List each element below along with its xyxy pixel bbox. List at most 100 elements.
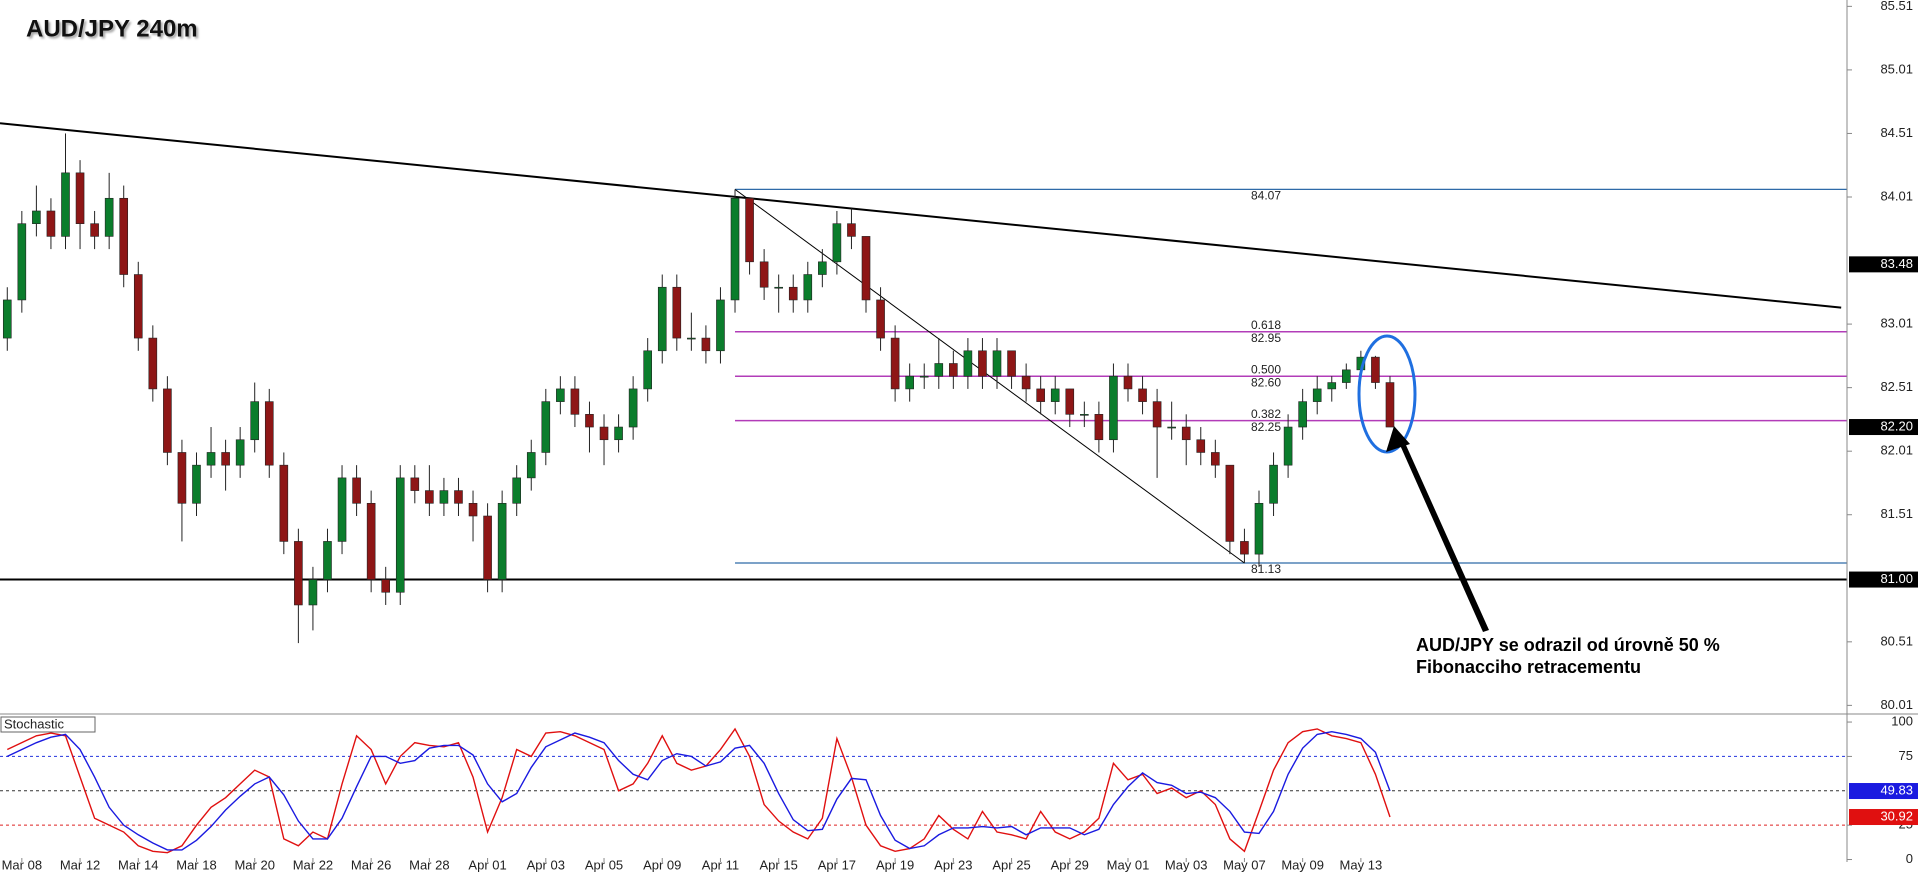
y-tick-label: 80.51 <box>1880 633 1913 648</box>
candle-body <box>352 477 361 504</box>
candle-body <box>75 172 85 224</box>
candle-body <box>628 388 638 428</box>
x-tick-label: Mar 18 <box>176 857 216 872</box>
candle-body <box>614 426 623 441</box>
fib-price-label: 82.60 <box>1251 375 1281 389</box>
candle-body <box>570 388 580 415</box>
x-tick-label: Apr 03 <box>527 857 565 872</box>
stochastic-line <box>6 730 1391 851</box>
candle-body <box>454 490 463 504</box>
x-tick-label: Apr 09 <box>643 857 681 872</box>
annotation-text: AUD/JPY se odrazil od úrovně 50 % <box>1416 635 1720 655</box>
candle-body <box>366 502 376 580</box>
x-tick-label: May 09 <box>1281 857 1324 872</box>
x-tick-label: Apr 19 <box>876 857 914 872</box>
candle-body <box>1371 356 1380 383</box>
candle-body <box>716 299 725 352</box>
annotation-text: Fibonacciho retracementu <box>1416 657 1641 677</box>
candle-body <box>1094 414 1104 441</box>
last-value-box <box>1849 783 1918 800</box>
trendline <box>734 188 1245 564</box>
stochastic-line <box>6 727 1391 854</box>
y-tick-label: 75 <box>1899 748 1913 763</box>
x-tick-label: May 03 <box>1165 857 1208 872</box>
candle-body <box>294 541 303 606</box>
candle-body <box>818 261 827 275</box>
candle-body <box>46 210 56 237</box>
candle-body <box>32 210 41 224</box>
fib-price-label: 82.25 <box>1251 420 1281 434</box>
price-marker-box <box>1849 419 1918 436</box>
candle-body <box>1007 350 1016 377</box>
x-tick-label: Apr 11 <box>702 857 739 872</box>
x-tick-label: Apr 01 <box>468 857 506 872</box>
fib-ratio-label: 0.382 <box>1251 407 1281 421</box>
last-value-box <box>1849 809 1918 826</box>
candle-body <box>1181 426 1191 441</box>
candle-body <box>643 350 652 390</box>
y-tick-label: 100 <box>1891 713 1913 728</box>
candle-body <box>381 579 391 593</box>
candle-body <box>934 363 944 377</box>
candle-body <box>133 274 143 339</box>
candle-body <box>992 350 1002 377</box>
candle-body <box>439 490 449 504</box>
candle-body <box>1152 401 1162 428</box>
candle-body <box>701 337 711 352</box>
x-tick-label: Apr 25 <box>992 857 1030 872</box>
candle-body <box>978 350 987 377</box>
candle-body <box>963 350 973 377</box>
candle-body <box>104 197 114 237</box>
candle-body <box>599 426 609 441</box>
candle-body <box>410 477 420 491</box>
candle-body <box>119 197 129 275</box>
x-tick-label: Mar 28 <box>409 857 449 872</box>
candle-body <box>1211 452 1220 466</box>
y-tick-label: 80.01 <box>1880 697 1913 712</box>
candle-body <box>1225 464 1235 542</box>
candle-body <box>1342 369 1351 383</box>
y-tick-label: 81.51 <box>1880 506 1913 521</box>
candle-body <box>1050 388 1060 402</box>
candle-body <box>745 197 754 263</box>
x-tick-label: May 07 <box>1223 857 1266 872</box>
candle-body <box>148 337 158 390</box>
x-tick-label: Apr 17 <box>818 857 856 872</box>
candle-body <box>672 286 682 339</box>
annotation-arrow-head <box>1386 426 1410 452</box>
candle-body <box>497 502 507 580</box>
last-value-label: 49.83 <box>1880 782 1913 797</box>
candle-body <box>832 223 842 263</box>
candle-body <box>468 502 478 517</box>
y-tick-label: 82.01 <box>1880 443 1913 458</box>
indicator-label: Stochastic <box>4 716 64 731</box>
candle-body <box>759 261 769 288</box>
candle-body <box>1327 382 1337 390</box>
candle-body <box>861 236 871 301</box>
x-tick-label: Mar 12 <box>60 857 100 872</box>
fib-edge-label: 84.07 <box>1251 189 1281 203</box>
candle-body <box>1080 414 1089 416</box>
price-marker-box <box>1849 571 1918 588</box>
trendline <box>0 122 1842 309</box>
candle-body <box>730 197 740 301</box>
y-tick-label: 83.01 <box>1880 316 1913 331</box>
candle-body <box>1240 541 1249 555</box>
candle-body <box>395 477 405 593</box>
candle-body <box>1021 375 1031 390</box>
fib-ratio-label: 0.618 <box>1251 318 1281 332</box>
candle-body <box>308 579 318 606</box>
candle-body <box>337 477 347 542</box>
price-panel: 80.01 80.51 81.51 82.01 82.51 83.01 84.01 84.51… <box>0 0 1918 712</box>
candle-body <box>235 439 245 466</box>
candle-body <box>264 401 274 466</box>
price-marker-label: 82.20 <box>1880 418 1913 433</box>
x-tick-label: Mar 26 <box>351 857 391 872</box>
candle-body <box>250 401 260 441</box>
candle-body <box>687 337 696 340</box>
candle-body <box>774 286 783 289</box>
x-tick-label: Apr 29 <box>1051 857 1089 872</box>
candle-body <box>1298 401 1307 428</box>
